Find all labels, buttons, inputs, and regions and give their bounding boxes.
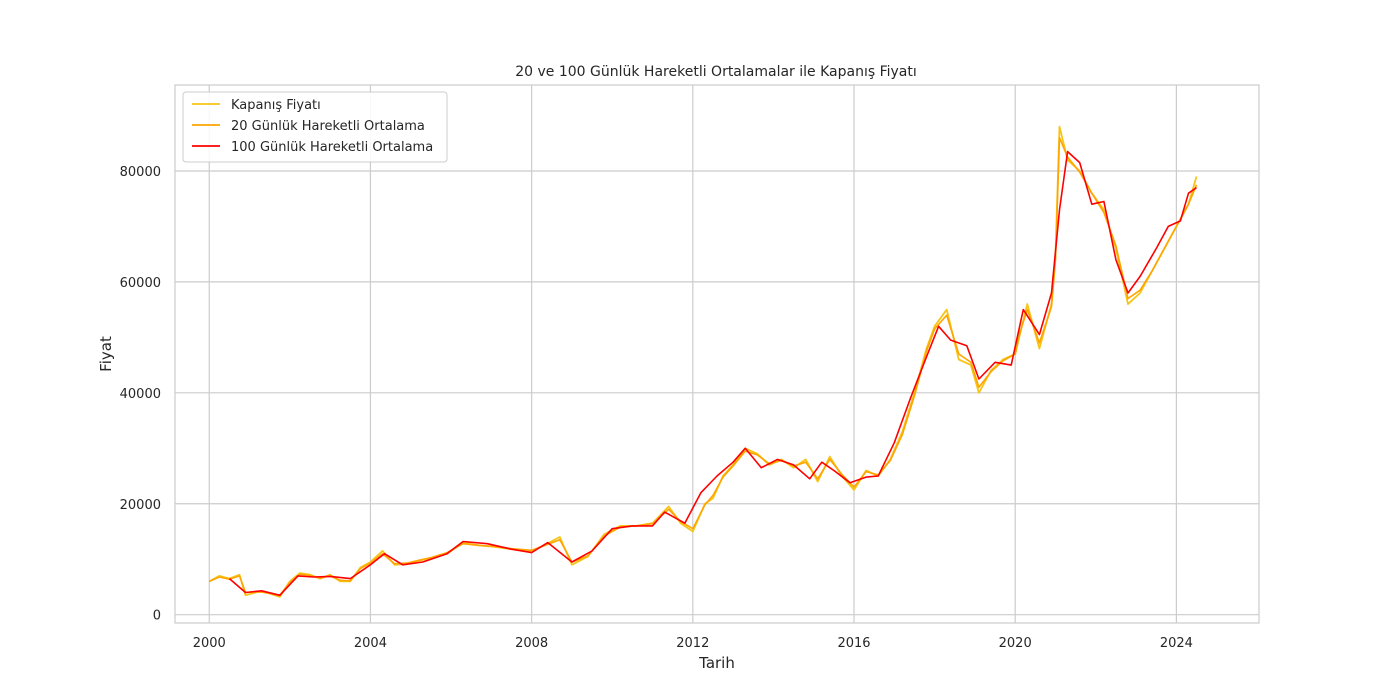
x-tick-label: 2004 xyxy=(354,636,387,651)
legend-label-1: 20 Günlük Hareketli Ortalama xyxy=(231,119,425,134)
y-tick-label: 60000 xyxy=(120,276,161,291)
series-layer xyxy=(208,125,1198,598)
x-tick-label: 2020 xyxy=(999,636,1032,651)
y-tick-label: 40000 xyxy=(120,387,161,402)
y-tick-labels: 0 20000 40000 60000 80000 xyxy=(120,165,161,624)
y-tick-label: 0 xyxy=(153,609,161,624)
legend-label-2: 100 Günlük Hareketli Ortalama xyxy=(231,140,433,155)
x-tick-label: 2016 xyxy=(837,636,870,651)
legend: Kapanış Fiyatı 20 Günlük Hareketli Ortala… xyxy=(182,91,448,163)
series-line-2 xyxy=(228,150,1197,597)
series-line-1 xyxy=(208,136,1198,597)
legend-box xyxy=(182,91,448,163)
x-tick-label: 2012 xyxy=(676,636,709,651)
chart-title: 20 ve 100 Günlük Hareketli Ortalamalar i… xyxy=(515,64,917,80)
x-tick-label: 2024 xyxy=(1160,636,1193,651)
legend-label-0: Kapanış Fiyatı xyxy=(231,98,321,113)
plot-area xyxy=(174,84,1260,624)
y-tick-label: 80000 xyxy=(120,165,161,180)
x-axis-label: Tarih xyxy=(698,654,735,672)
y-axis-label: Fiyat xyxy=(97,336,115,372)
grid xyxy=(175,85,1259,623)
x-tick-labels: 2000 2004 2008 2012 2016 2020 2024 xyxy=(193,636,1193,651)
y-tick-label: 20000 xyxy=(120,498,161,513)
x-tick-label: 2000 xyxy=(193,636,226,651)
x-tick-label: 2008 xyxy=(515,636,548,651)
